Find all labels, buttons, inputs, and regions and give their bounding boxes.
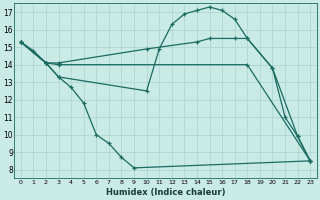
X-axis label: Humidex (Indice chaleur): Humidex (Indice chaleur) xyxy=(106,188,225,197)
